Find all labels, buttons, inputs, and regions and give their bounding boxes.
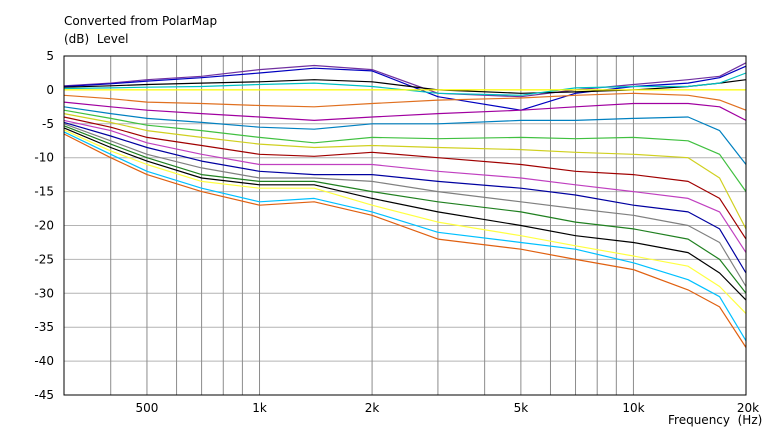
series-line-15 — [63, 125, 747, 294]
y-tick-label: -30 — [34, 286, 54, 300]
y-tick-label: -20 — [34, 219, 54, 233]
series-line-6 — [63, 92, 747, 111]
y-tick-label: -5 — [42, 117, 54, 131]
series-line-1 — [63, 62, 747, 98]
data-series — [63, 62, 747, 348]
x-tick-labels: 500 1k 2k 5k 10k 20k — [136, 401, 760, 415]
y-tick-label: 5 — [46, 49, 54, 63]
x-tick-label: 5k — [514, 401, 529, 415]
y-tick-label: -45 — [34, 388, 54, 402]
series-line-12 — [63, 119, 747, 253]
series-line-16 — [63, 127, 747, 301]
x-tick-label: 10k — [622, 401, 644, 415]
series-line-19 — [63, 133, 747, 348]
series-line-2 — [63, 65, 747, 111]
series-line-18 — [63, 131, 747, 342]
series-line-14 — [63, 123, 747, 287]
x-tick-label: 1k — [252, 401, 267, 415]
y-tick-label: -15 — [34, 185, 54, 199]
x-tick-label: 2k — [365, 401, 380, 415]
y-tick-label: -35 — [34, 320, 54, 334]
y-axis-label: (dB) Level — [64, 32, 129, 46]
chart-title: Converted from PolarMap — [64, 14, 217, 28]
y-tick-label: -40 — [34, 354, 54, 368]
series-line-10 — [63, 113, 747, 230]
series-line-13 — [63, 121, 747, 274]
x-axis-label: Frequency (Hz) — [668, 413, 762, 427]
series-line-11 — [63, 116, 747, 240]
y-tick-label: 0 — [46, 83, 54, 97]
y-tick-labels: 5 0 -5 -10 -15 -20 -25 -30 -35 -40 -45 — [34, 49, 54, 402]
x-tick-label: 500 — [136, 401, 159, 415]
series-line-17 — [63, 129, 747, 315]
series-line-7 — [63, 101, 747, 122]
series-line-8 — [63, 106, 747, 165]
y-tick-label: -25 — [34, 252, 54, 266]
series-line-9 — [63, 109, 747, 192]
x-tick-label: 20k — [737, 401, 759, 415]
plot-frame — [63, 55, 747, 396]
y-tick-label: -10 — [34, 151, 54, 165]
